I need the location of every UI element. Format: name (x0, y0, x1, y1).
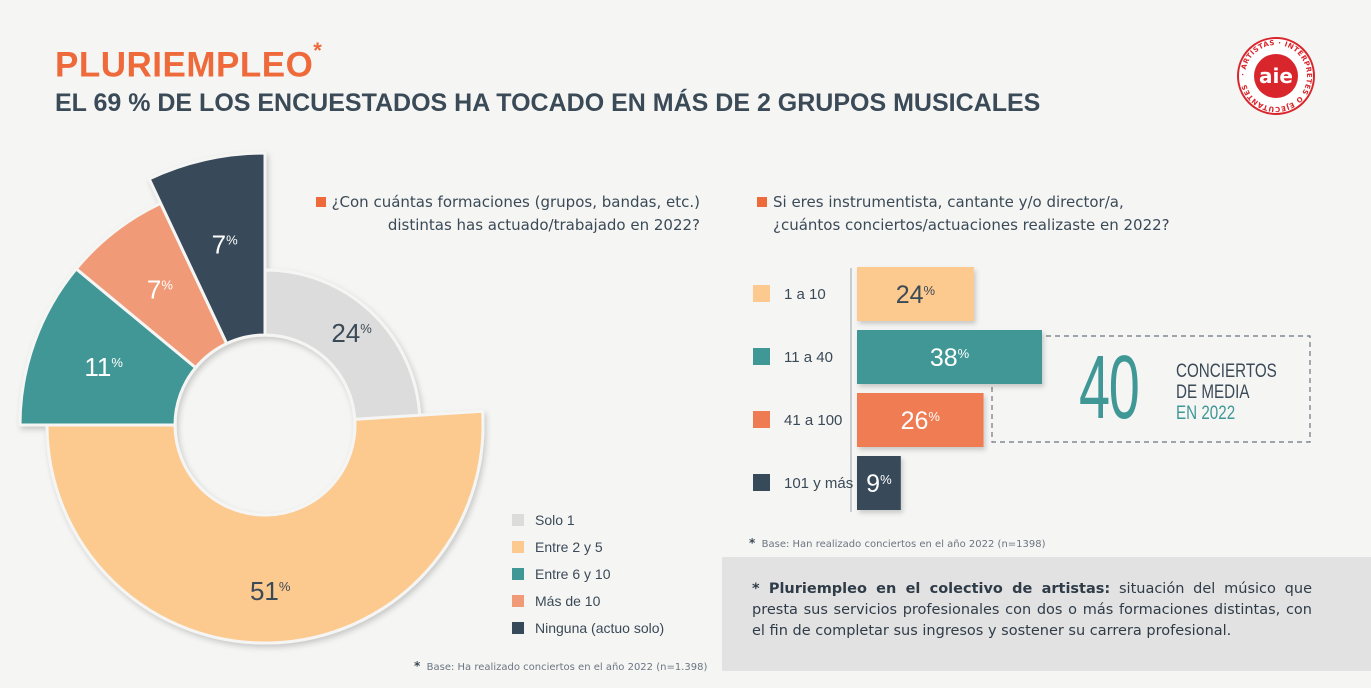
donut-data-label: 7% (147, 274, 173, 304)
bar-data-label: 9% (866, 470, 892, 498)
legend-item: Entre 2 y 5 (512, 533, 664, 560)
base-note-bars: * Base: Han realizado conciertos en el a… (749, 536, 1046, 550)
definition-note: * Pluriempleo en el colectivo de artista… (722, 557, 1371, 671)
legend-item: Más de 10 (512, 587, 664, 614)
donut-slice (263, 268, 422, 421)
bar-category-swatch (753, 474, 770, 491)
donut-legend: Solo 1 Entre 2 y 5 Entre 6 y 10 Más de 1… (512, 506, 664, 641)
bar-data-label: 38% (930, 344, 970, 372)
bar (857, 267, 974, 321)
bar-category-label: 11 a 40 (784, 349, 833, 366)
legend-item: Entre 6 y 10 (512, 560, 664, 587)
bullet-square (315, 197, 326, 207)
bullet-square (757, 197, 767, 207)
bar-category-swatch (753, 411, 770, 428)
legend-swatch (512, 540, 524, 553)
bar (857, 456, 901, 510)
donut-data-label: 11% (84, 352, 123, 382)
bar-category-label: 41 a 100 (784, 412, 842, 429)
bar-data-label: 26% (901, 407, 941, 435)
logo-text: aie (1259, 64, 1293, 88)
bar-category-swatch (753, 348, 770, 365)
question-formaciones: ¿Con cuántas formaciones (grupos, bandas… (310, 191, 700, 237)
question-conciertos: Si eres instrumentista, cantante y/o dir… (757, 191, 1217, 237)
legend-item: Solo 1 (512, 506, 664, 533)
legend-swatch (512, 513, 524, 526)
bar-category-swatch (753, 285, 770, 302)
aie-logo: · ARTISTAS · INTÉRPRETES O EJECUTANTES a… (1237, 37, 1315, 115)
donut-slice (18, 266, 198, 427)
base-note-donut: * Base: Ha realizado conciertos en el añ… (414, 659, 708, 673)
donut-data-label: 51% (250, 576, 291, 606)
bar (857, 330, 1042, 384)
chart-subtitle: EL 69 % DE LOS ENCUESTADOS HA TOCADO EN … (55, 89, 1041, 117)
legend-swatch (512, 621, 524, 634)
legend-swatch (512, 567, 524, 580)
donut-chart: 24% 51% 11% 7% 7% (18, 151, 485, 645)
donut-slice (147, 151, 267, 346)
average-value: 40 (1079, 338, 1140, 438)
donut-slice (45, 409, 485, 645)
donut-data-label: 24% (331, 318, 372, 348)
average-label: CONCIERTOS DE MEDIA EN 2022 (1176, 361, 1277, 424)
bar-data-label: 24% (896, 281, 936, 309)
bar-category-label: 101 y más (784, 475, 853, 492)
bar (857, 393, 984, 447)
donut-data-label: 7% (212, 229, 238, 259)
legend-item: Ninguna (actuo solo) (512, 614, 664, 641)
bar-category-label: 1 a 10 (784, 286, 826, 303)
legend-swatch (512, 594, 524, 607)
chart-title: PLURIEMPLEO* (55, 38, 323, 85)
